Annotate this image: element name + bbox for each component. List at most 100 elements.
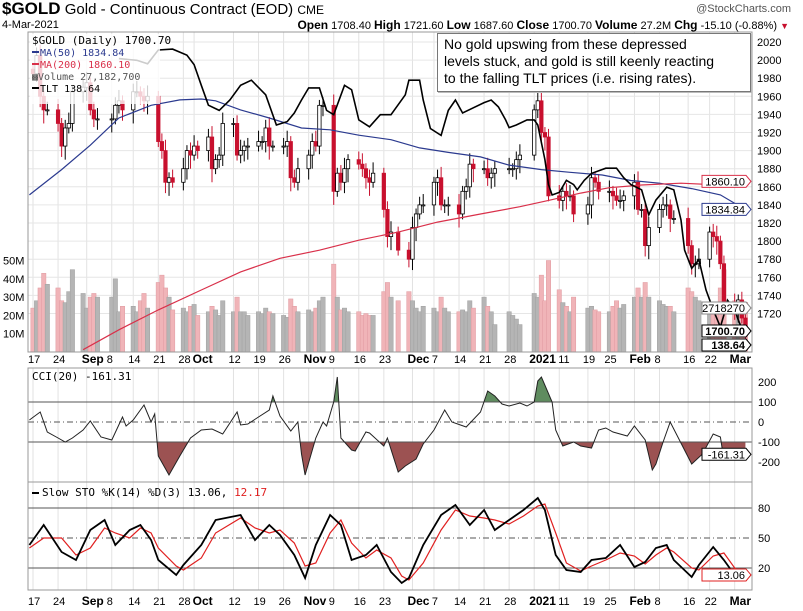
candle-body — [585, 204, 591, 215]
candle-body — [345, 159, 351, 170]
volume-bar — [470, 307, 476, 352]
cci-overbought-fill — [29, 377, 746, 402]
candle-body — [671, 218, 676, 220]
volume-tick-label: 40M — [3, 274, 24, 286]
candle-body — [209, 136, 215, 170]
legend-ma200: MA(200) 1860.10 — [40, 60, 130, 71]
candle-body — [288, 141, 293, 179]
candle-body — [660, 204, 666, 210]
candle-body — [489, 172, 494, 179]
price-tag: 1700.70 — [705, 326, 745, 338]
date-tick-label: Dec — [407, 594, 429, 608]
candle-body — [471, 163, 476, 170]
cci-tag-box — [701, 447, 752, 461]
candle-body — [45, 109, 50, 112]
price-tick-label: 1740 — [757, 290, 781, 302]
annotation-line: No gold upswing from these depressed — [444, 36, 687, 52]
volume-tag: 2718270 — [702, 303, 745, 315]
date-tick-label: 12 — [228, 354, 240, 366]
candle-body — [310, 141, 315, 156]
candle-body — [220, 123, 225, 156]
date-tick-label: 28 — [178, 596, 190, 608]
candle-body — [95, 118, 100, 121]
volume-bar — [220, 300, 226, 352]
volume-bar — [94, 296, 100, 352]
date-tick-label: 16 — [683, 596, 695, 608]
candle-body — [320, 104, 326, 107]
date-tick-label: 25 — [604, 354, 616, 366]
candle-body — [66, 123, 71, 129]
date-tick-label: 16 — [354, 596, 366, 608]
price-tick-label: 1840 — [757, 200, 781, 212]
candle-body — [485, 168, 490, 179]
open-label: Open — [297, 18, 329, 32]
volume-bar — [445, 311, 451, 352]
legend-tlt: TLT 138.64 — [40, 84, 100, 95]
price-tick-label: 1960 — [757, 91, 781, 103]
price-tick-label: 1920 — [757, 128, 781, 140]
volume-bar — [295, 311, 301, 352]
candle-body — [338, 172, 343, 183]
price-tick-label: 1900 — [757, 146, 781, 158]
candle-body — [442, 204, 447, 207]
brand-watermark: @StockCharts.com — [696, 3, 791, 15]
candle-body — [188, 150, 193, 156]
close-value: 1700.70 — [552, 20, 592, 32]
volume-label: Volume — [595, 18, 638, 32]
cci-tick-label: -100 — [758, 437, 780, 449]
candle-body — [370, 172, 376, 183]
change-label: Chg — [674, 18, 698, 32]
date-tick-label: 2021 — [529, 352, 556, 366]
ma50-tag: 1834.84 — [705, 204, 745, 216]
candle-body — [456, 204, 462, 215]
candle-body — [560, 190, 565, 201]
date-tick-label: 8 — [655, 596, 661, 608]
date-tick-label: 2021 — [529, 594, 556, 608]
candle-body — [607, 190, 612, 193]
price-tag-box — [701, 324, 752, 338]
ma200-tag: 1860.10 — [705, 176, 745, 188]
candle-body — [596, 181, 601, 192]
candle-body — [514, 159, 519, 170]
candle-body — [113, 104, 118, 120]
volume-bar — [517, 324, 523, 352]
candle-body — [464, 186, 469, 192]
price-tick-label: 1800 — [757, 236, 781, 248]
cci-line — [29, 376, 746, 477]
candle-body — [295, 168, 301, 183]
candle-body — [342, 168, 347, 183]
date-tick-label: Nov — [304, 594, 327, 608]
candle-body — [632, 181, 637, 197]
candle-body — [213, 159, 218, 170]
candle-body — [331, 104, 336, 192]
date-tick-label: 8 — [107, 354, 113, 366]
date-tick-label: 26 — [279, 596, 291, 608]
panel-frame — [27, 31, 753, 353]
candle-body — [532, 109, 537, 156]
date-tick-label: 8 — [655, 354, 661, 366]
volume-tag-box — [701, 301, 752, 315]
candle-body — [510, 168, 515, 171]
date-tick-label: 22 — [705, 354, 717, 366]
volume-bar — [395, 300, 401, 352]
price-tick-label: 1880 — [757, 164, 781, 176]
date-tick-label: 23 — [379, 354, 391, 366]
candle-body — [363, 168, 369, 179]
legend-volume: ▩Volume 27,182,700 — [32, 72, 140, 83]
candle-body — [492, 168, 497, 174]
candle-body — [256, 141, 261, 147]
candle-body — [571, 195, 576, 215]
candle-body — [270, 145, 275, 148]
cci-tick-label: 100 — [758, 397, 776, 409]
volume-tick-label: 20M — [3, 310, 24, 322]
candle-body — [292, 177, 297, 183]
candle-body — [263, 127, 268, 142]
date-tick-label: 11 — [558, 354, 569, 366]
cci-tick-label: -200 — [758, 457, 780, 469]
volume-bar — [546, 260, 551, 352]
price-tick-label: 1980 — [757, 73, 781, 85]
date-tick-label: Mar — [730, 594, 752, 608]
date-tick-label: 16 — [683, 354, 695, 366]
candle-body — [163, 150, 168, 183]
price-tick-label: 1780 — [757, 254, 781, 266]
